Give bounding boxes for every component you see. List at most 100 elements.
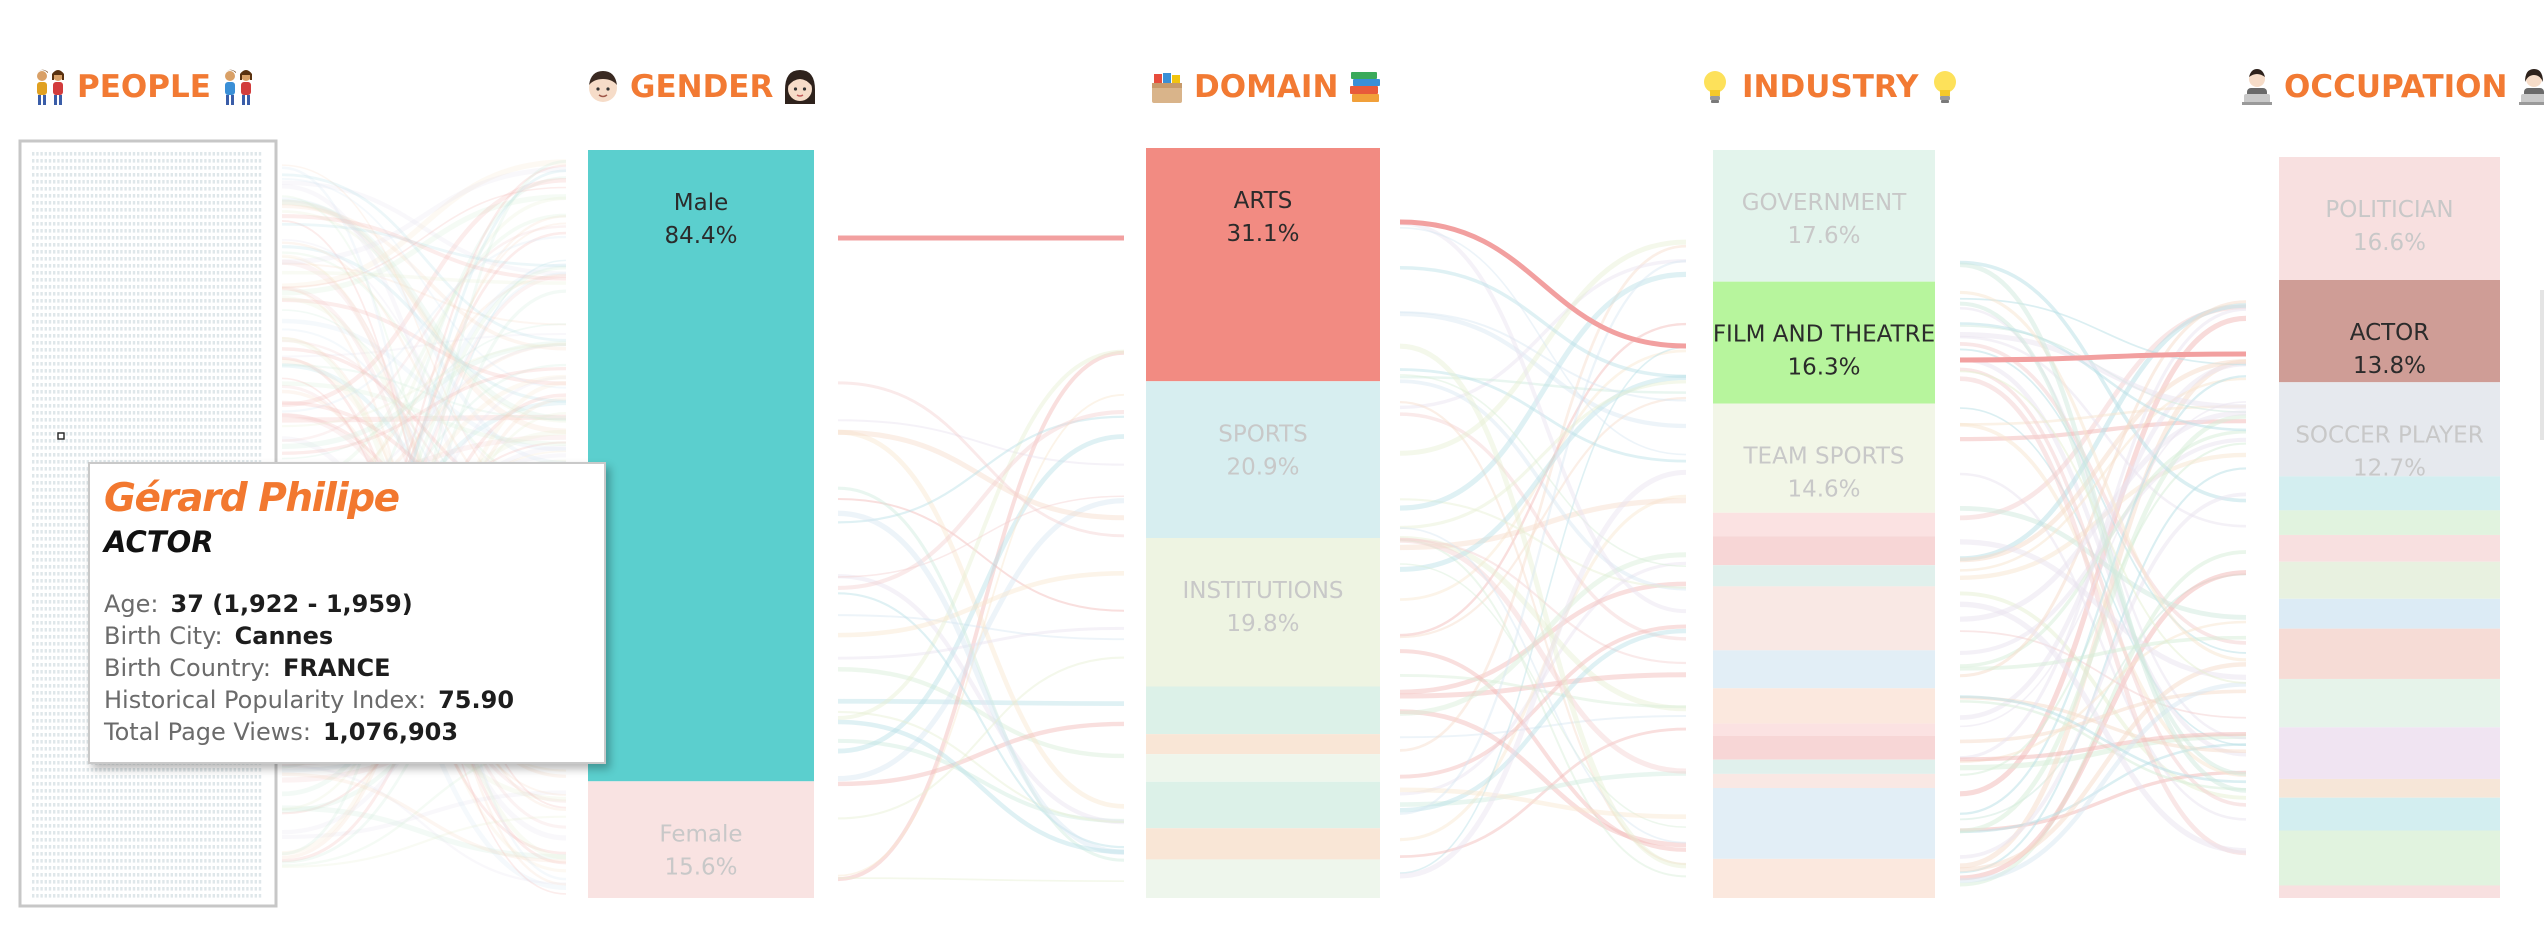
person-mark <box>61 810 64 814</box>
person-mark <box>36 649 39 653</box>
person-mark <box>132 880 136 884</box>
person-mark <box>86 243 89 247</box>
person-mark <box>111 838 115 842</box>
person-mark <box>48 719 52 723</box>
person-mark <box>128 887 131 891</box>
person-mark <box>107 803 110 807</box>
person-mark <box>132 369 136 373</box>
person-mark <box>124 201 127 205</box>
person-mark <box>141 306 144 310</box>
person-mark <box>32 180 35 184</box>
person-mark <box>103 215 106 219</box>
person-mark <box>166 159 169 163</box>
person-mark <box>187 418 190 422</box>
person-mark <box>86 656 89 660</box>
person-mark <box>187 208 190 212</box>
person-mark <box>36 327 39 331</box>
person-mark <box>116 299 119 303</box>
person-mark <box>61 194 64 198</box>
person-mark <box>103 852 106 856</box>
person-mark <box>32 383 35 387</box>
person-mark <box>61 180 64 184</box>
person-mark <box>57 425 60 429</box>
person-mark <box>32 775 35 779</box>
person-mark <box>153 243 157 247</box>
person-mark <box>149 264 152 268</box>
person-mark <box>74 544 77 548</box>
person-mark <box>78 607 81 611</box>
person-mark <box>162 439 165 443</box>
person-mark <box>57 572 60 576</box>
person-mark <box>195 852 199 856</box>
person-mark <box>61 852 64 856</box>
person-mark <box>187 453 190 457</box>
person-mark <box>191 383 194 387</box>
person-mark <box>69 432 73 436</box>
person-mark <box>179 250 182 254</box>
person-mark <box>216 880 220 884</box>
person-mark <box>74 607 77 611</box>
person-mark <box>86 257 89 261</box>
person-mark <box>132 383 136 387</box>
person-mark <box>32 243 35 247</box>
person-mark <box>65 621 68 625</box>
person-mark <box>86 852 89 856</box>
person-mark <box>78 698 81 702</box>
person-mark <box>128 152 131 156</box>
person-mark <box>90 229 94 233</box>
person-mark <box>78 768 81 772</box>
person-mark <box>48 656 52 660</box>
person-mark <box>162 341 165 345</box>
person-mark <box>116 376 119 380</box>
person-mark <box>166 187 169 191</box>
person-mark <box>82 355 85 359</box>
person-mark <box>195 887 199 891</box>
person-mark <box>179 768 182 772</box>
person-mark <box>204 817 207 821</box>
person-mark <box>200 418 203 422</box>
person-mark <box>183 348 186 352</box>
person-mark <box>103 271 106 275</box>
person-mark <box>170 894 173 898</box>
person-mark <box>191 425 194 429</box>
person-mark <box>204 215 207 219</box>
person-mark <box>216 817 220 821</box>
person-mark <box>166 348 169 352</box>
person-mark <box>82 810 85 814</box>
person-mark <box>86 390 89 394</box>
person-mark <box>179 411 182 415</box>
person-mark <box>145 166 148 170</box>
person-mark <box>132 285 136 289</box>
person-mark <box>162 292 165 296</box>
person-mark <box>170 859 173 863</box>
person-mark <box>82 775 85 779</box>
person-mark <box>69 656 73 660</box>
person-mark <box>225 194 228 198</box>
person-mark <box>158 866 161 870</box>
person-mark <box>170 873 173 877</box>
person-mark <box>153 355 157 359</box>
person-mark <box>212 264 215 268</box>
person-mark <box>48 278 52 282</box>
person-mark <box>69 649 73 653</box>
person-mark <box>128 180 131 184</box>
person-mark <box>74 439 77 443</box>
person-mark <box>174 411 178 415</box>
person-mark <box>74 726 77 730</box>
person-mark <box>221 348 224 352</box>
person-mark <box>86 705 89 709</box>
person-mark <box>32 439 35 443</box>
person-mark <box>53 516 56 520</box>
person-mark <box>82 432 85 436</box>
person-mark <box>95 880 98 884</box>
person-mark <box>208 383 211 387</box>
person-mark <box>116 166 119 170</box>
person-mark <box>204 208 207 212</box>
person-mark <box>95 201 98 205</box>
person-mark <box>153 201 157 205</box>
person-mark <box>225 460 228 464</box>
person-mark <box>86 523 89 527</box>
person-mark <box>82 740 85 744</box>
person-mark <box>170 866 173 870</box>
person-mark <box>212 257 215 261</box>
